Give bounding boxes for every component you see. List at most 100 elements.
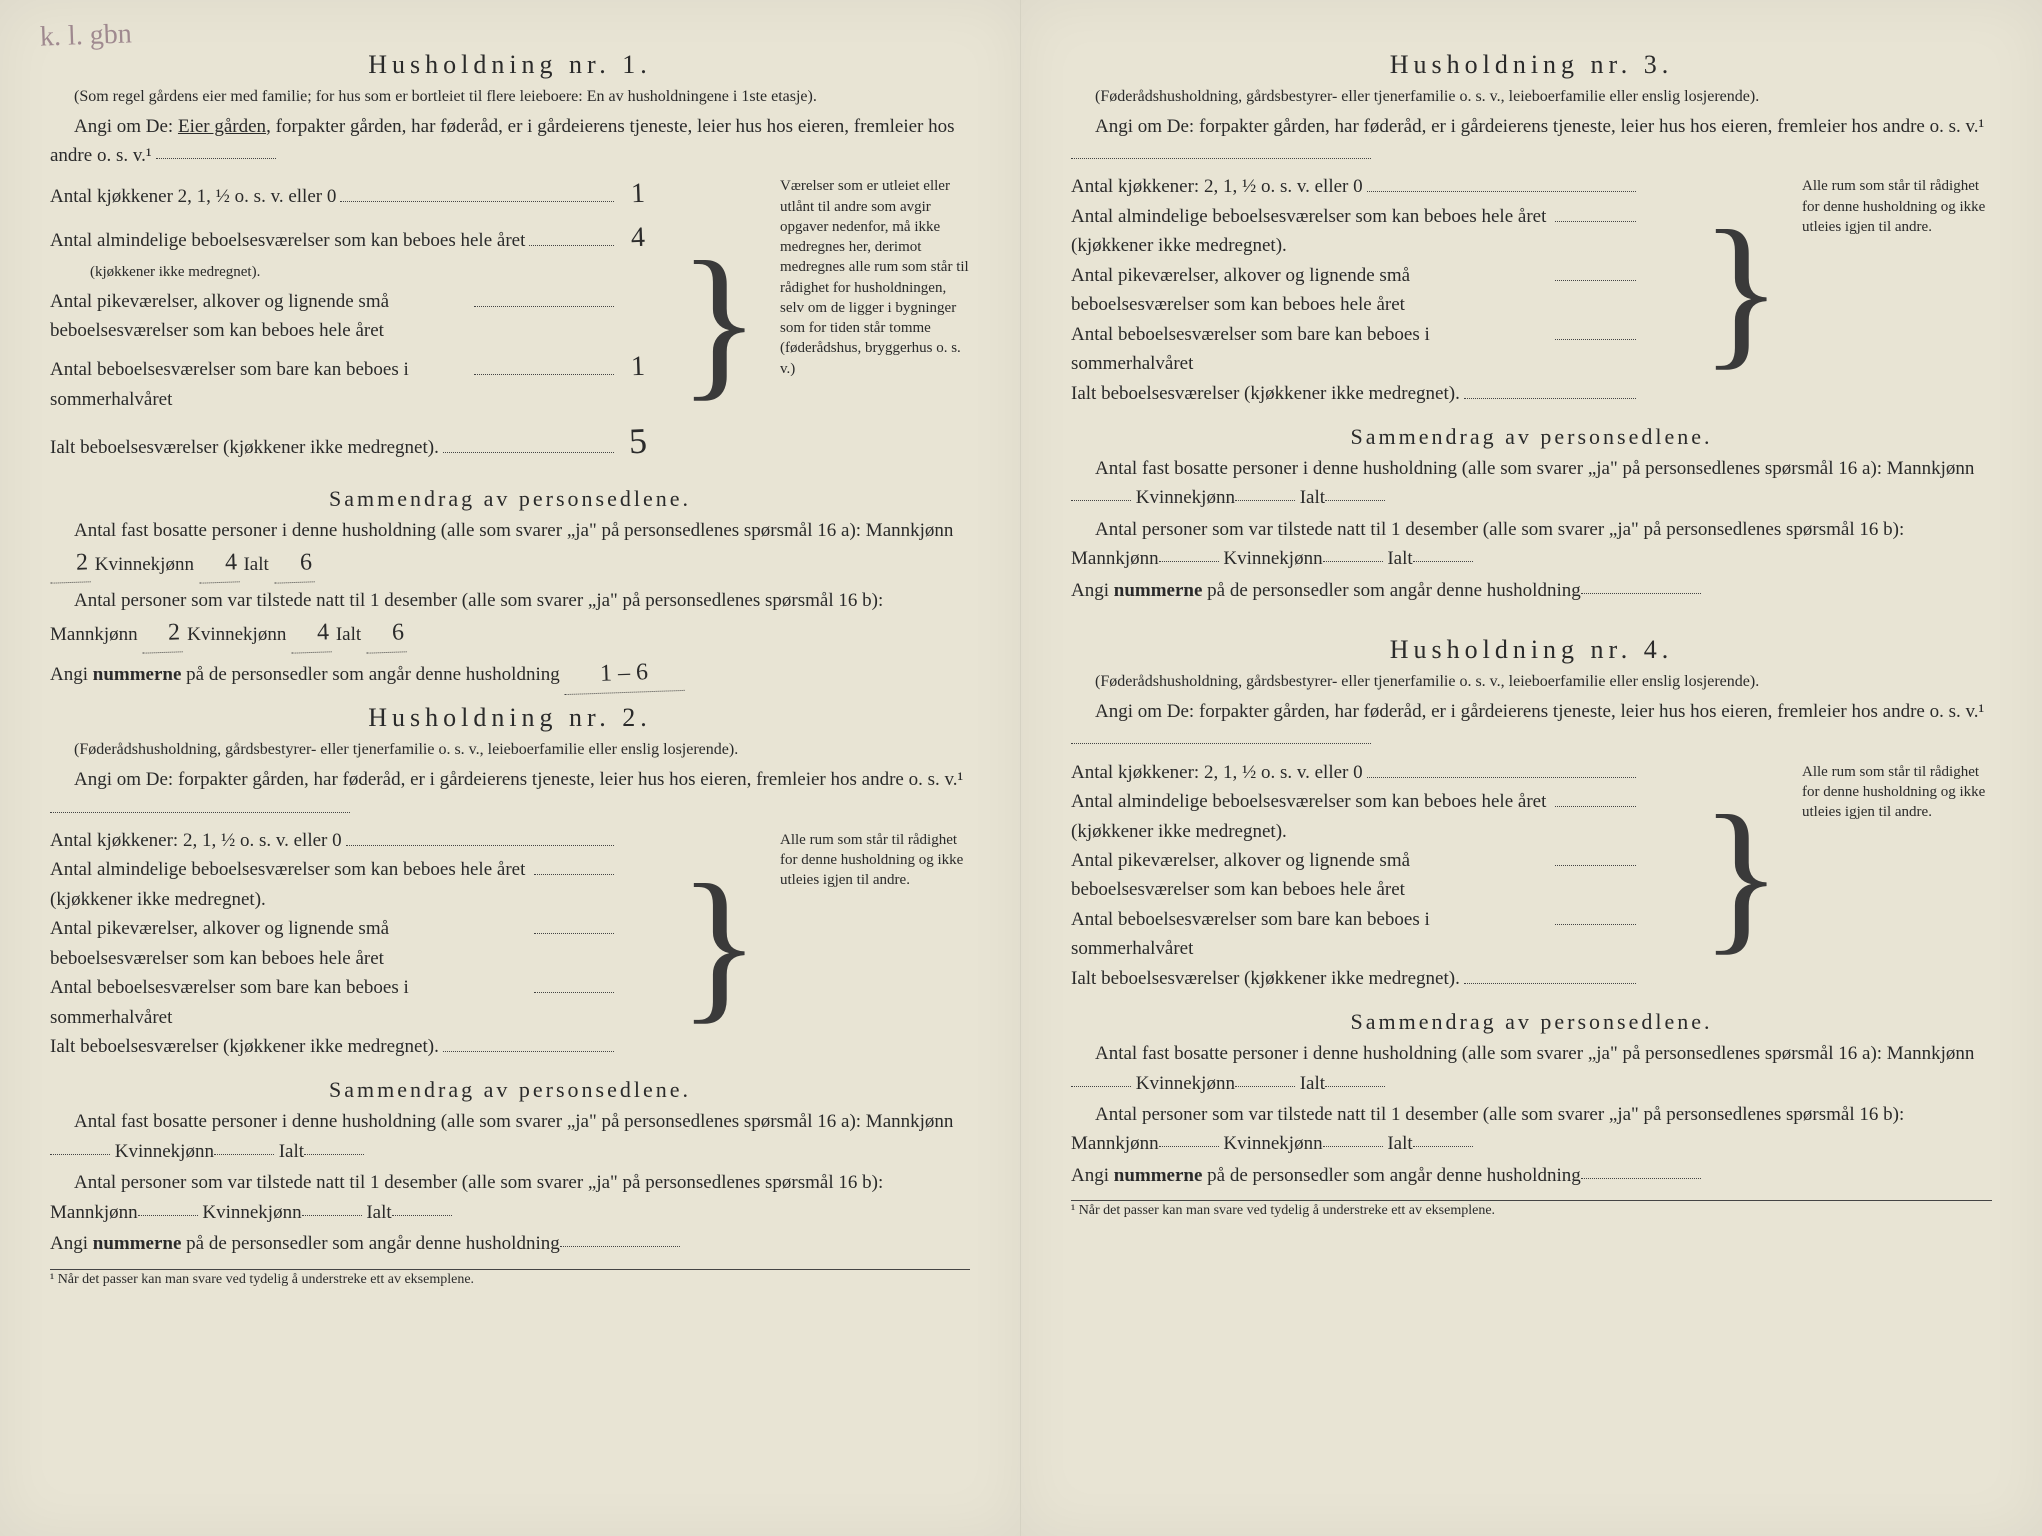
- h2-q-kjokken: Antal kjøkkener: 2, 1, ½ o. s. v. eller …: [50, 826, 658, 855]
- h4-p16a-k-label: Kvinnekjønn: [1136, 1073, 1235, 1094]
- h2-p16a-text: Antal fast bosatte personer i denne hush…: [74, 1111, 953, 1132]
- h1-p16a: Antal fast bosatte personer i denne hush…: [50, 516, 970, 584]
- h2-ialt-label: Ialt beboelsesværelser (kjøkkener ikke m…: [50, 1032, 439, 1061]
- page-left: k. l. gbn Husholdning nr. 1. (Som regel …: [0, 0, 1021, 1536]
- h3-rooms-block: Antal kjøkkener: 2, 1, ½ o. s. v. eller …: [1071, 172, 1992, 408]
- h1-alm-sub: (kjøkkener ikke medregnet).: [50, 261, 658, 284]
- h3-q-kjokken: Antal kjøkkener: 2, 1, ½ o. s. v. eller …: [1071, 172, 1680, 201]
- h1-q-sommer: Antal beboelsesværelser som bare kan beb…: [50, 345, 658, 414]
- h3-q-alm: Antal almindelige beboelsesværelser som …: [1071, 202, 1680, 261]
- h1-p16a-text: Antal fast bosatte personer i denne hush…: [74, 520, 953, 541]
- h3-angi-text: Angi om De: forpakter gården, har føderå…: [1095, 116, 1984, 137]
- h4-p16b: Antal personer som var tilstede natt til…: [1071, 1100, 1992, 1159]
- blank: [1413, 1146, 1473, 1147]
- h2-q-ialt: Ialt beboelsesværelser (kjøkkener ikke m…: [50, 1032, 658, 1061]
- footnote-right: ¹ Når det passer kan man svare ved tydel…: [1071, 1200, 1992, 1219]
- h1-p16b-i-label: Ialt: [336, 624, 361, 645]
- blank: [304, 1154, 364, 1155]
- h4-q-kjokken: Antal kjøkkener: 2, 1, ½ o. s. v. eller …: [1071, 758, 1680, 787]
- h1-p16b: Antal personer som var tilstede natt til…: [50, 586, 970, 654]
- h3-title: Husholdning nr. 3.: [1071, 50, 1992, 80]
- h4-nummer: Angi nummerne på de personsedler som ang…: [1071, 1161, 1992, 1190]
- h2-p16a: Antal fast bosatte personer i denne hush…: [50, 1107, 970, 1166]
- blank: [302, 1215, 362, 1216]
- blank: [1413, 561, 1473, 562]
- h1-q-kjokken: Antal kjøkkener 2, 1, ½ o. s. v. eller 0…: [50, 172, 658, 215]
- h4-rooms-block: Antal kjøkkener: 2, 1, ½ o. s. v. eller …: [1071, 758, 1992, 994]
- blank: [1325, 1086, 1385, 1087]
- h2-angi-text: Angi om De: forpakter gården, har føderå…: [74, 769, 963, 790]
- h3-angi-blank: [1071, 158, 1371, 159]
- h1-q-ialt: Ialt beboelsesværelser (kjøkkener ikke m…: [50, 414, 658, 470]
- h1-angi-underlined: Eier gården: [178, 116, 266, 137]
- blank: [1071, 500, 1131, 501]
- h2-q-sommer: Antal beboelsesværelser som bare kan beb…: [50, 973, 658, 1032]
- h1-p16a-m: 2: [49, 545, 90, 585]
- h3-intro: (Føderådshusholdning, gårdsbestyrer- ell…: [1071, 86, 1992, 108]
- h1-title: Husholdning nr. 1.: [50, 50, 970, 80]
- h1-p16b-k-label: Kvinnekjønn: [187, 624, 286, 645]
- h4-summary-title: Sammendrag av personsedlene.: [1071, 1009, 1992, 1035]
- blank: [1581, 593, 1701, 594]
- blank: [1235, 500, 1295, 501]
- h1-q-pike: Antal pikeværelser, alkover og lignende …: [50, 287, 658, 346]
- h3-p16b: Antal personer som var tilstede natt til…: [1071, 515, 1992, 574]
- footnote-left: ¹ Når det passer kan man svare ved tydel…: [50, 1269, 970, 1288]
- h1-p16b-k: 4: [290, 614, 331, 654]
- h4-kjokken-label: Antal kjøkkener: 2, 1, ½ o. s. v. eller …: [1071, 758, 1363, 787]
- h4-alm-label: Antal almindelige beboelsesværelser som …: [1071, 787, 1551, 846]
- h1-sommer-label: Antal beboelsesværelser som bare kan beb…: [50, 355, 470, 414]
- h4-angi-blank: [1071, 743, 1371, 744]
- h4-p16a-text: Antal fast bosatte personer i denne hush…: [1095, 1043, 1974, 1064]
- h2-alm-label: Antal almindelige beboelsesværelser som …: [50, 855, 530, 914]
- h3-sommer-label: Antal beboelsesværelser som bare kan beb…: [1071, 320, 1551, 379]
- blank: [392, 1215, 452, 1216]
- h1-p16b-i: 6: [365, 614, 406, 654]
- h4-angi: Angi om De: forpakter gården, har føderå…: [1071, 697, 1992, 756]
- h3-q-pike: Antal pikeværelser, alkover og lignende …: [1071, 261, 1680, 320]
- blank: [1235, 1086, 1295, 1087]
- margin-annotation: k. l. gbn: [39, 18, 132, 53]
- h4-sommer-label: Antal beboelsesværelser som bare kan beb…: [1071, 905, 1551, 964]
- blank: [560, 1246, 680, 1247]
- h2-p16b: Antal personer som var tilstede natt til…: [50, 1168, 970, 1227]
- h2-angi-blank: [50, 812, 350, 813]
- h3-p16a-text: Antal fast bosatte personer i denne hush…: [1095, 458, 1974, 479]
- h3-q-ialt: Ialt beboelsesværelser (kjøkkener ikke m…: [1071, 379, 1680, 408]
- h1-ialt-label: Ialt beboelsesværelser (kjøkkener ikke m…: [50, 433, 439, 462]
- h1-angi-pre: Angi om De:: [74, 116, 173, 137]
- h4-angi-text: Angi om De: forpakter gården, har føderå…: [1095, 701, 1984, 722]
- h2-angi: Angi om De: forpakter gården, har føderå…: [50, 765, 970, 824]
- h4-q-pike: Antal pikeværelser, alkover og lignende …: [1071, 846, 1680, 905]
- h3-p16b-i-label: Ialt: [1387, 548, 1412, 569]
- blank: [214, 1154, 274, 1155]
- h1-summary-title: Sammendrag av personsedlene.: [50, 486, 970, 512]
- h4-intro: (Føderådshusholdning, gårdsbestyrer- ell…: [1071, 671, 1992, 693]
- h1-p16a-k: 4: [198, 545, 239, 585]
- h1-alm-label: Antal almindelige beboelsesværelser som …: [50, 226, 525, 255]
- h4-p16a-i-label: Ialt: [1300, 1073, 1325, 1094]
- h2-sommer-label: Antal beboelsesværelser som bare kan beb…: [50, 973, 530, 1032]
- h4-nummer-label: Angi nummerne på de personsedler som ang…: [1071, 1165, 1581, 1186]
- h1-sommer-val: 1: [618, 345, 659, 390]
- h1-pike-val: [618, 306, 658, 307]
- document-spread: k. l. gbn Husholdning nr. 1. (Som regel …: [0, 0, 2042, 1536]
- h3-sidenote: Alle rum som står til rådighet for denne…: [1802, 172, 1992, 408]
- h2-p16a-k-label: Kvinnekjønn: [115, 1141, 214, 1162]
- h1-ialt-val: 5: [617, 414, 659, 471]
- blank: [1581, 1178, 1701, 1179]
- blank: [1325, 500, 1385, 501]
- h2-nummer: Angi nummerne på de personsedler som ang…: [50, 1229, 970, 1258]
- h2-nummer-label: Angi nummerne på de personsedler som ang…: [50, 1233, 560, 1254]
- h3-p16b-k-label: Kvinnekjønn: [1223, 548, 1322, 569]
- h1-angi: Angi om De: Eier gården, forpakter gårde…: [50, 112, 970, 171]
- blank: [138, 1215, 198, 1216]
- h3-p16a-i-label: Ialt: [1300, 487, 1325, 508]
- h2-q-pike: Antal pikeværelser, alkover og lignende …: [50, 914, 658, 973]
- blank: [1071, 1086, 1131, 1087]
- h1-q-alm: Antal almindelige beboelsesværelser som …: [50, 216, 658, 259]
- h4-q-ialt: Ialt beboelsesværelser (kjøkkener ikke m…: [1071, 964, 1680, 993]
- h1-p16a-k-label: Kvinnekjønn: [95, 554, 194, 575]
- blank: [1323, 1146, 1383, 1147]
- h1-p16a-i-label: Ialt: [243, 554, 268, 575]
